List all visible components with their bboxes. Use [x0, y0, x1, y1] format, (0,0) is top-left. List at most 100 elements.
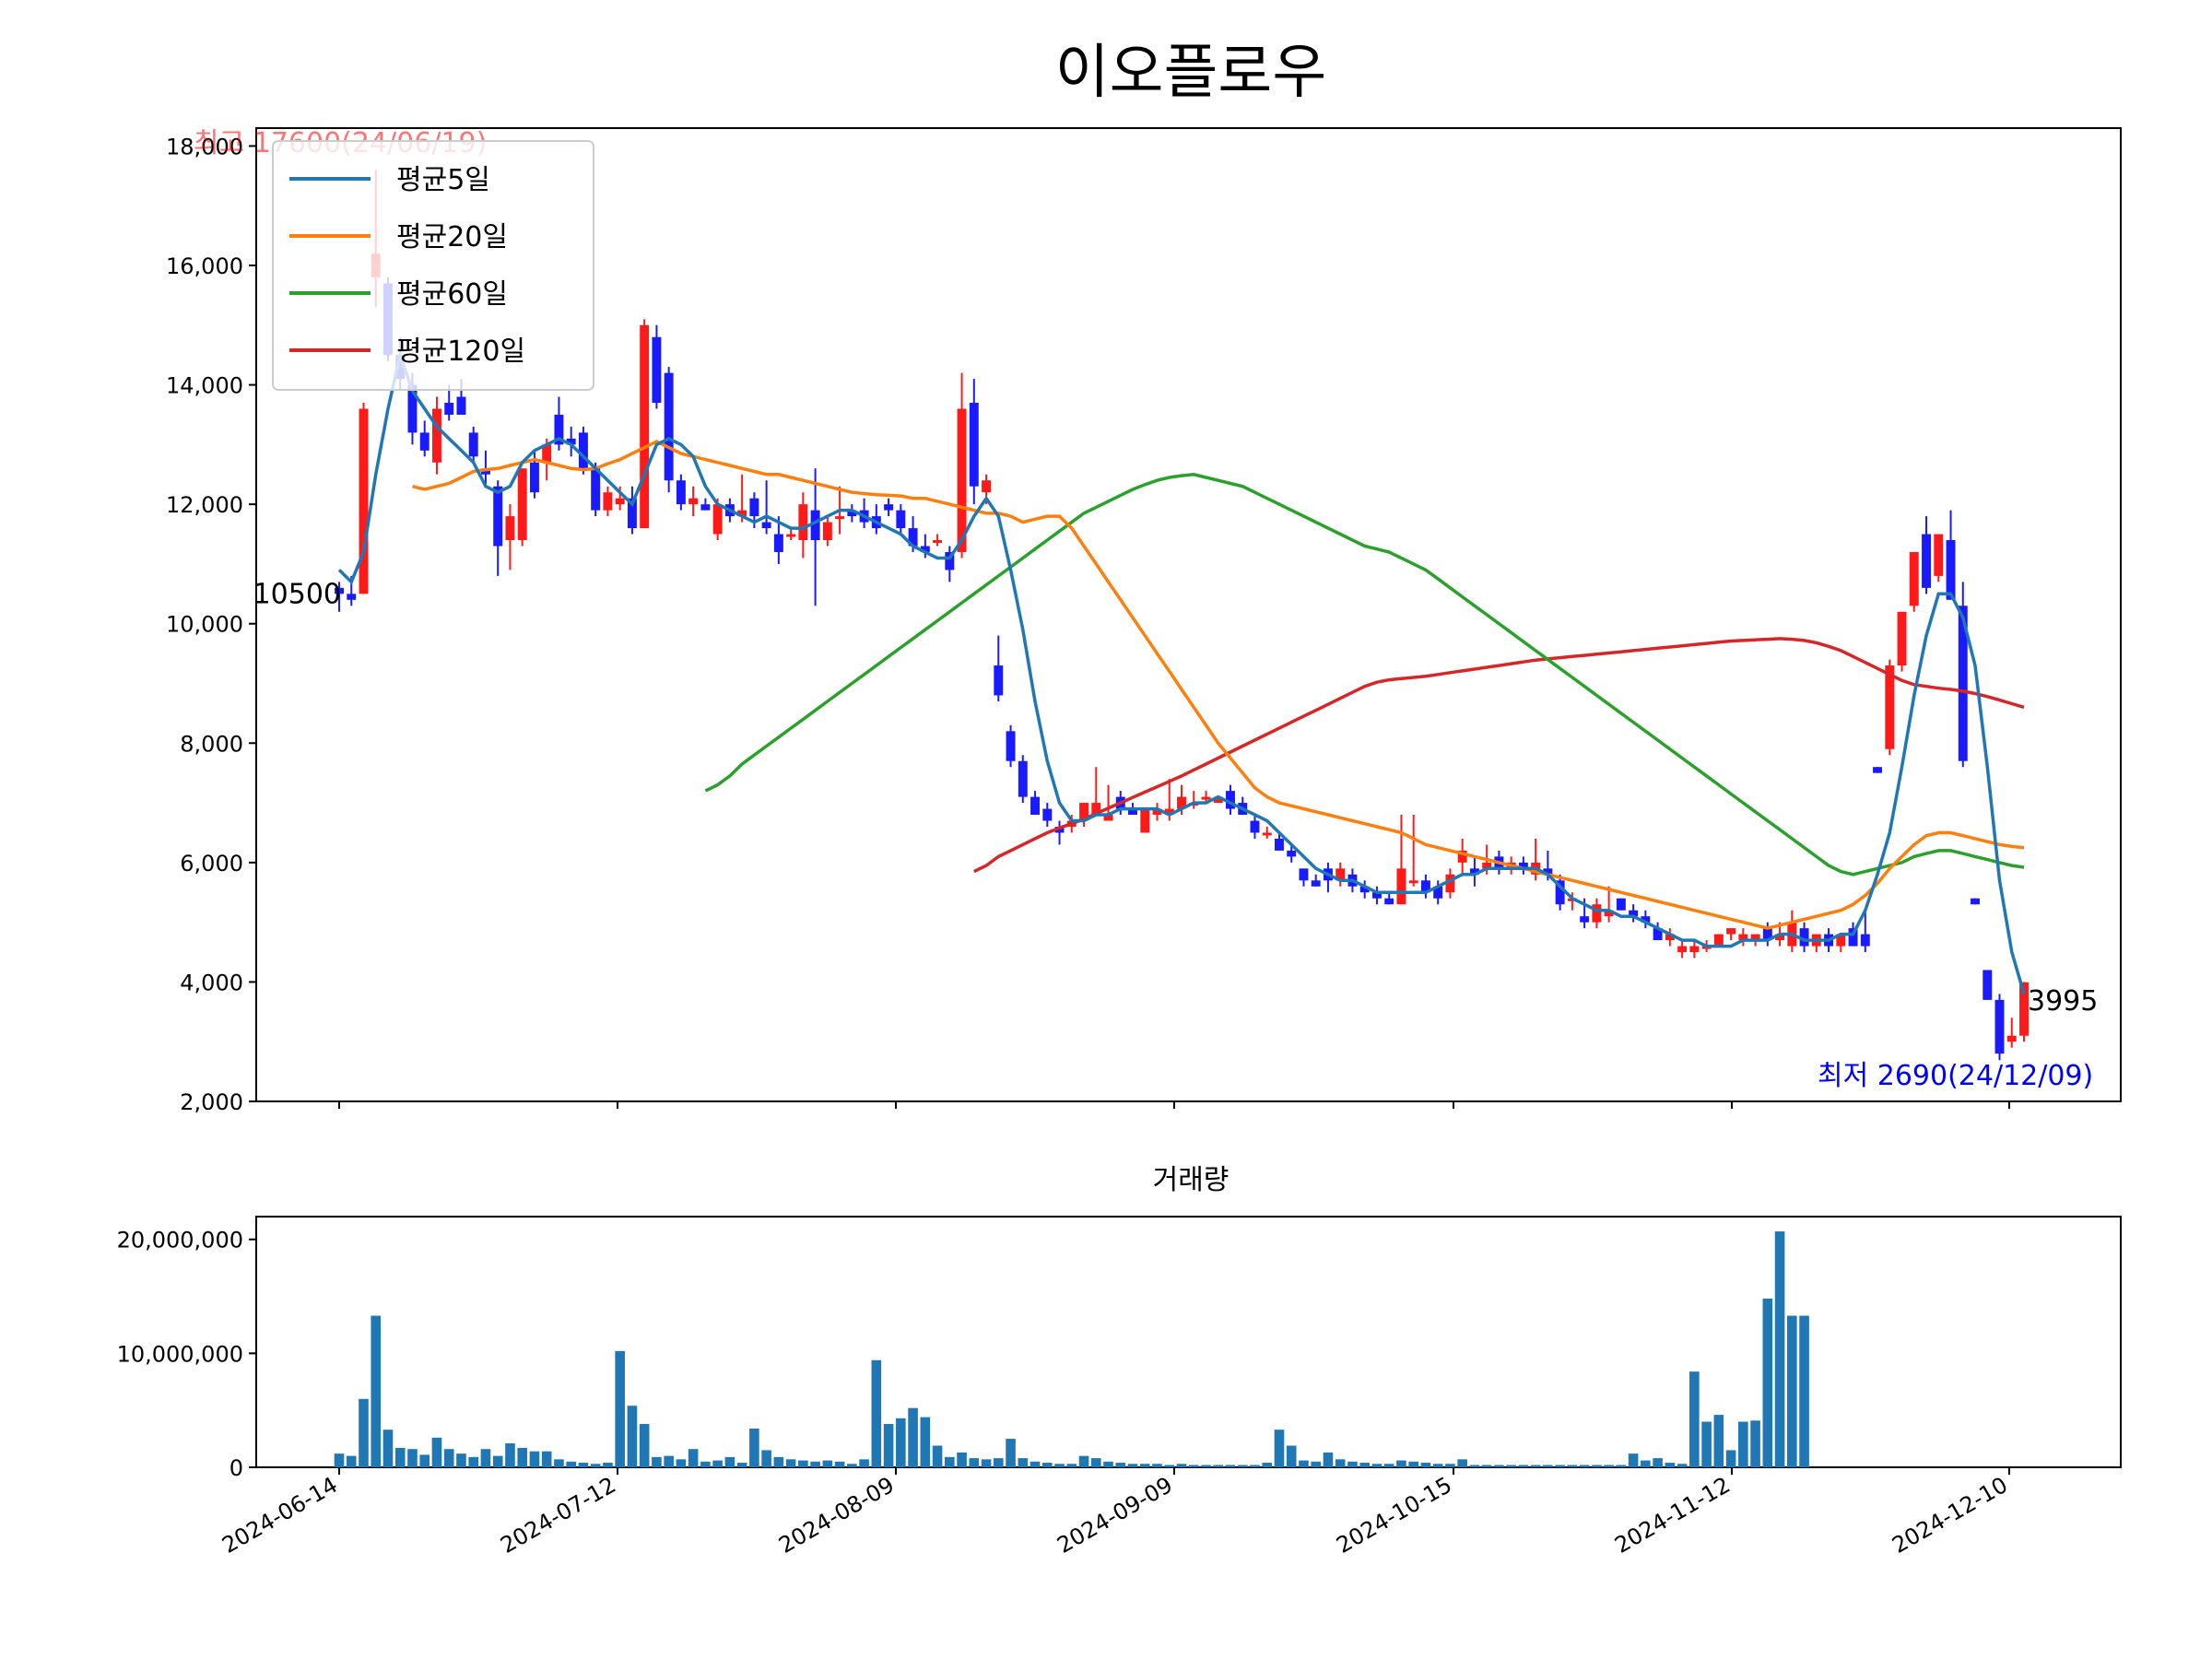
candle-up [1482, 862, 1492, 869]
legend-label: 평균20일 [396, 221, 508, 253]
candle-down [810, 510, 820, 541]
candle-down [1518, 862, 1528, 869]
volume-panel: 0 10,000,000 20,000,000 2024-06-14 2024-07-1… [117, 1216, 2122, 1559]
ma120-line [973, 637, 2025, 874]
volume-bar [1225, 1465, 1236, 1467]
candle-up [1713, 934, 1724, 947]
volume-bar [1164, 1465, 1175, 1467]
candle-down [847, 510, 857, 517]
volume-bar [1408, 1461, 1418, 1467]
volume-bar [1653, 1458, 1663, 1467]
candle-down [1469, 868, 1479, 875]
candle-down [1287, 850, 1297, 857]
volume-bar [1335, 1459, 1346, 1467]
candle-down [908, 528, 918, 547]
candle-down [920, 546, 930, 552]
volume-plot-frame [255, 1216, 2122, 1468]
volume-bar [920, 1417, 931, 1467]
candle-down [1311, 880, 1321, 887]
candle-up [957, 408, 967, 552]
legend-label: 평균60일 [396, 278, 508, 311]
low-annotation: 최저 2690(24/12/09) [1818, 1060, 2093, 1092]
candle-up [2019, 982, 2029, 1036]
candle-down [1042, 808, 1053, 821]
volume-bar [541, 1451, 552, 1467]
legend-label: 평균5일 [396, 164, 490, 196]
candle-down [994, 665, 1004, 696]
candle-down [1922, 534, 1931, 588]
candle-down [1018, 760, 1028, 797]
volume-bar [1481, 1465, 1492, 1467]
volume-bar [1250, 1465, 1260, 1467]
price-y-tick-label: 14,000 [166, 373, 243, 399]
candle-down [456, 396, 466, 415]
ma5-line [337, 348, 2026, 994]
candle-down [493, 486, 503, 547]
volume-bar [346, 1455, 357, 1467]
candle-up [1140, 808, 1150, 833]
candle-down [664, 372, 674, 481]
volume-bar [859, 1459, 869, 1467]
candle-up [798, 504, 808, 541]
volume-bar [1078, 1455, 1089, 1467]
candle-up [1738, 934, 1748, 941]
volume-bar [603, 1463, 613, 1467]
candle-up [1445, 874, 1455, 893]
candle-down [1983, 970, 1993, 1000]
candle-up [1689, 946, 1700, 953]
volume-bar [1432, 1464, 1443, 1467]
candle-up [1677, 946, 1688, 953]
candle-up [1335, 868, 1346, 881]
candle-down [347, 594, 357, 600]
volume-bar [407, 1449, 418, 1467]
candle-down [1543, 868, 1553, 875]
chart-title: 이오플로우 [1055, 39, 1326, 107]
volume-bar [1469, 1465, 1480, 1467]
volume-bar [1762, 1299, 1773, 1467]
volume-bar [359, 1398, 369, 1467]
volume-bar [761, 1450, 771, 1467]
volume-bar [1799, 1315, 1809, 1467]
candle-up [432, 408, 441, 463]
price-y-tick-label: 6,000 [180, 851, 243, 877]
volume-bar [749, 1428, 759, 1467]
volume-bar [1347, 1461, 1358, 1467]
volume-bar [334, 1453, 345, 1467]
candle-down [652, 336, 662, 404]
volume-bar [1237, 1465, 1248, 1467]
volume-bar [1371, 1464, 1382, 1467]
candle-down [1762, 928, 1772, 941]
volume-y-tick-label: 20,000,000 [117, 1228, 243, 1253]
candle-up [1177, 796, 1186, 809]
price-panel: 2,000 4,000 6,000 8,000 10,000 12,000 14,000 16… [166, 127, 2122, 1115]
date-tick-label: 2024-07-12 [496, 1472, 620, 1559]
volume-bar [431, 1437, 442, 1467]
volume-bar [834, 1461, 845, 1467]
candle-up [1213, 796, 1223, 804]
volume-bar [664, 1455, 674, 1467]
volume-bar [1506, 1465, 1516, 1467]
volume-bar [1725, 1450, 1736, 1467]
candle-up [1152, 808, 1162, 816]
candle-up [737, 510, 747, 517]
candle-up [835, 516, 845, 520]
volume-bar [1152, 1464, 1162, 1467]
candle-down [419, 432, 429, 451]
candle-up [1592, 904, 1602, 923]
candle-down [1555, 880, 1565, 905]
candle-down [566, 438, 576, 445]
price-y-tick-label: 16,000 [166, 253, 243, 279]
candle-down [1629, 910, 1639, 917]
volume-bar [1127, 1464, 1138, 1467]
candle-up [688, 498, 699, 505]
volume-bar [627, 1406, 638, 1467]
candle-down [1030, 796, 1041, 816]
volume-bar [1018, 1458, 1029, 1467]
price-y-tick-label: 4,000 [180, 970, 243, 995]
volume-bar [1628, 1453, 1639, 1467]
candle-down [1054, 826, 1065, 833]
volume-bar [1555, 1465, 1565, 1467]
volume-bar [1396, 1460, 1406, 1467]
candle-up [640, 324, 650, 529]
candle-down [480, 468, 490, 475]
